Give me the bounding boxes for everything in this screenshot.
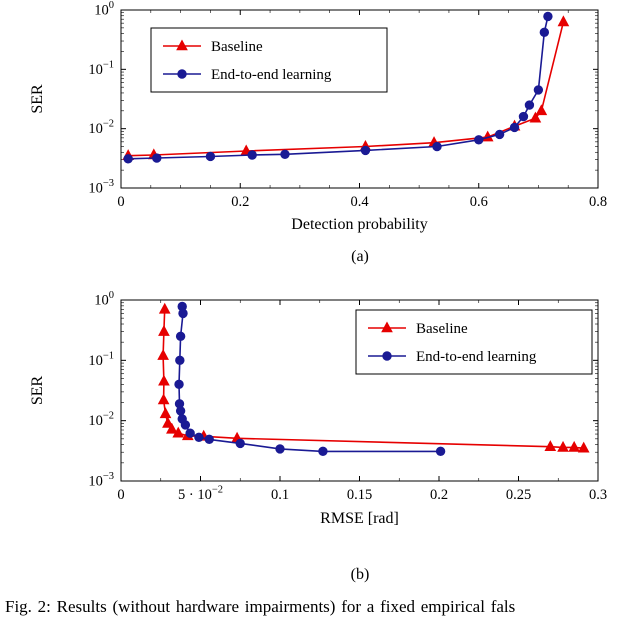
circle-marker	[360, 145, 371, 156]
circle-marker	[494, 129, 505, 140]
y-tick-label: 10−2	[88, 411, 114, 430]
x-tick-label: 5 · 10−2	[178, 485, 223, 504]
circle-marker	[175, 355, 185, 366]
circle-marker	[177, 69, 187, 79]
y-tick-label: 10−1	[88, 59, 114, 78]
triangle-marker	[157, 349, 169, 360]
triangle-marker	[577, 441, 590, 453]
legend: Baseline End-to-end learning	[355, 309, 593, 375]
y-axis-label: SER	[29, 376, 46, 406]
y-tick-label: 100	[94, 290, 114, 309]
x-axis-label: RMSE [rad]	[320, 510, 399, 527]
circle-marker	[180, 420, 191, 430]
circle-marker	[185, 428, 195, 438]
y-tick-label: 10−3	[88, 178, 114, 197]
circle-marker	[205, 151, 216, 162]
legend-label: Baseline	[211, 39, 263, 55]
y-axis-label: SER	[29, 84, 46, 114]
subcaption-b: (b)	[350, 566, 370, 583]
chart-b-ser-vs-rmse: 0 5 · 10−2 0.1 0.15 0.2 0.25 0.3 100 10−1 10−2 10−…	[0, 288, 640, 543]
chart-a-ser-vs-detection: 0 0.2 0.4 0.6 0.8 100 10−1 10−2 10−3 Detection pr…	[0, 0, 640, 251]
legend-label: End-to-end learning	[211, 67, 332, 83]
legend-box	[150, 27, 388, 93]
triangle-marker	[557, 15, 570, 27]
triangle-marker	[544, 440, 557, 452]
circle-marker	[204, 434, 214, 445]
triangle-marker	[176, 39, 188, 51]
ser-vs-detection-probability-plot: 0 0.2 0.4 0.6 0.8 100 10−1 10−2 10−3 Detection pr…	[29, 0, 607, 233]
x-tick-label: 0.2	[231, 194, 249, 210]
circle-marker	[275, 444, 285, 454]
circle-marker	[194, 432, 204, 443]
circle-marker	[152, 153, 162, 163]
circle-marker	[518, 111, 529, 122]
x-tick-label: 0	[117, 194, 124, 210]
circle-marker	[235, 438, 245, 449]
circle-marker	[432, 141, 442, 152]
x-tick-label: 0.15	[347, 487, 372, 503]
triangle-marker	[158, 302, 171, 314]
x-tick-label: 0.2	[430, 487, 448, 503]
triangle-marker	[166, 422, 178, 434]
x-tick-label: 0.8	[589, 194, 607, 210]
circle-marker	[474, 135, 484, 145]
circle-marker	[175, 406, 186, 416]
legend-label: Baseline	[416, 321, 468, 337]
y-tick-label: 10−2	[88, 119, 114, 138]
circle-marker	[247, 150, 257, 160]
triangle-marker	[172, 426, 185, 438]
y-tick-label: 10−1	[88, 350, 114, 369]
triangle-marker	[381, 321, 393, 333]
circle-marker	[280, 149, 290, 159]
x-tick-label: 0.25	[506, 487, 531, 503]
y-tick-label: 10−3	[88, 471, 114, 490]
figure-caption: Fig. 2: Results (without hardware impair…	[5, 597, 516, 616]
circle-marker	[175, 331, 186, 342]
subcaption-a: (a)	[351, 248, 369, 265]
legend-label: End-to-end learning	[416, 349, 537, 365]
x-tick-label: 0	[117, 487, 124, 503]
triangle-marker	[162, 416, 174, 428]
triangle-marker	[557, 440, 569, 452]
x-tick-label: 0.4	[350, 194, 369, 210]
series-end-to-end-learning	[174, 301, 446, 457]
circle-marker	[174, 379, 184, 390]
ser-vs-rmse-plot: 0 5 · 10−2 0.1 0.15 0.2 0.25 0.3 100 10−1 10−2 10−…	[29, 290, 607, 527]
circle-marker	[123, 154, 133, 164]
circle-marker	[435, 446, 446, 457]
legend: Baseline End-to-end learning	[150, 27, 388, 93]
circle-marker	[382, 351, 392, 361]
x-axis-label: Detection probability	[291, 216, 427, 233]
circle-marker	[543, 11, 553, 22]
y-tick-label: 100	[94, 0, 114, 19]
triangle-marker	[157, 393, 170, 405]
triangle-marker	[158, 374, 170, 386]
circle-marker	[533, 85, 544, 95]
triangle-marker	[535, 104, 548, 116]
triangle-marker	[529, 111, 542, 123]
circle-marker	[539, 27, 550, 38]
circle-marker	[509, 122, 520, 133]
triangle-marker	[568, 440, 580, 452]
circle-marker	[524, 100, 535, 110]
circle-marker	[178, 308, 188, 319]
x-tick-label: 0.6	[470, 194, 488, 210]
circle-marker	[318, 446, 328, 457]
triangle-marker	[158, 324, 170, 336]
x-tick-label: 0.1	[271, 487, 289, 503]
series-end-to-end-learning	[123, 11, 553, 164]
legend-box	[355, 309, 593, 375]
triangle-marker	[159, 407, 172, 419]
x-tick-label: 0.3	[589, 487, 607, 503]
